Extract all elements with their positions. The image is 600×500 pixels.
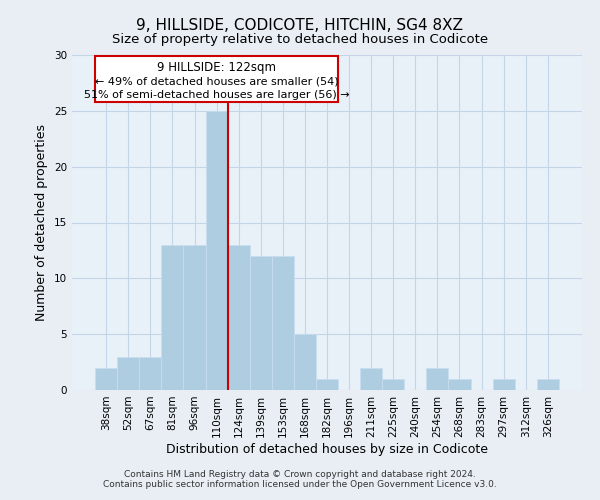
- Text: 9 HILLSIDE: 122sqm: 9 HILLSIDE: 122sqm: [157, 61, 276, 74]
- Text: Size of property relative to detached houses in Codicote: Size of property relative to detached ho…: [112, 32, 488, 46]
- Text: 9, HILLSIDE, CODICOTE, HITCHIN, SG4 8XZ: 9, HILLSIDE, CODICOTE, HITCHIN, SG4 8XZ: [137, 18, 464, 32]
- Bar: [382, 379, 404, 390]
- Bar: [184, 245, 206, 390]
- Bar: [294, 334, 316, 390]
- Text: 51% of semi-detached houses are larger (56) →: 51% of semi-detached houses are larger (…: [84, 90, 349, 100]
- Text: ← 49% of detached houses are smaller (54): ← 49% of detached houses are smaller (54…: [95, 76, 338, 86]
- Bar: [493, 379, 515, 390]
- Bar: [161, 245, 184, 390]
- Bar: [250, 256, 272, 390]
- Bar: [139, 356, 161, 390]
- Bar: [316, 379, 338, 390]
- FancyBboxPatch shape: [95, 56, 338, 102]
- Bar: [95, 368, 117, 390]
- Bar: [448, 379, 470, 390]
- Bar: [117, 356, 139, 390]
- Bar: [206, 111, 227, 390]
- Bar: [360, 368, 382, 390]
- Bar: [427, 368, 448, 390]
- Bar: [537, 379, 559, 390]
- Bar: [227, 245, 250, 390]
- X-axis label: Distribution of detached houses by size in Codicote: Distribution of detached houses by size …: [166, 442, 488, 456]
- Text: Contains HM Land Registry data © Crown copyright and database right 2024.
Contai: Contains HM Land Registry data © Crown c…: [103, 470, 497, 489]
- Y-axis label: Number of detached properties: Number of detached properties: [35, 124, 49, 321]
- Bar: [272, 256, 294, 390]
